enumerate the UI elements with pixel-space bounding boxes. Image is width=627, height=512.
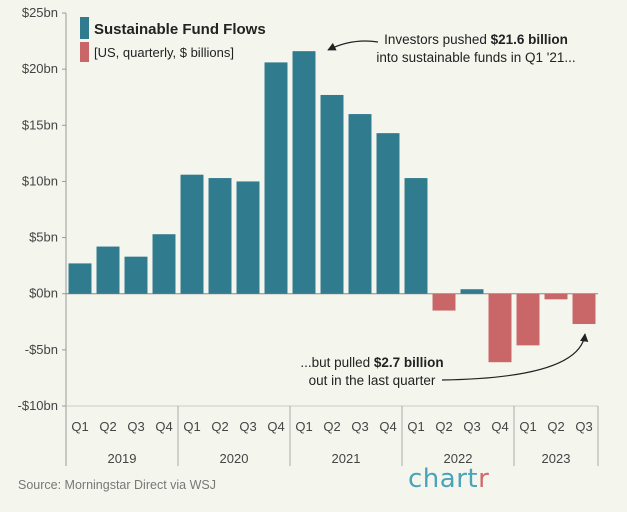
bar-2 xyxy=(124,256,148,294)
bar-8 xyxy=(292,51,316,294)
bar-6 xyxy=(236,181,260,294)
legend-swatch-negative xyxy=(80,42,89,62)
x-tick-label: Q3 xyxy=(575,419,592,434)
x-tick-label: Q1 xyxy=(407,419,424,434)
x-tick-label: Q4 xyxy=(379,419,396,434)
bar-0 xyxy=(68,263,92,294)
bar-18 xyxy=(572,293,596,325)
x-tick-label: Q3 xyxy=(127,419,144,434)
x-tick-label: Q4 xyxy=(155,419,172,434)
y-tick-label: $10bn xyxy=(22,173,58,188)
x-tick-label: Q1 xyxy=(71,419,88,434)
y-tick-label: $25bn xyxy=(22,5,58,20)
bar-12 xyxy=(404,178,428,294)
source-note: Source: Morningstar Direct via WSJ xyxy=(18,478,216,492)
year-label: 2021 xyxy=(332,451,361,466)
year-label: 2019 xyxy=(108,451,137,466)
bar-4 xyxy=(180,174,204,294)
bar-17 xyxy=(544,293,568,300)
y-tick-label: $15bn xyxy=(22,117,58,132)
brand-logo-accent: r xyxy=(478,464,490,494)
annotation-peak-line2: into sustainable funds in Q1 '21... xyxy=(376,50,575,65)
annotations: Investors pushed $21.6 billion into sust… xyxy=(300,32,589,388)
annotation-drop-text: ...but pulled xyxy=(300,355,374,370)
bars-layer xyxy=(68,51,596,363)
x-tick-label: Q4 xyxy=(491,419,508,434)
legend-title: Sustainable Fund Flows xyxy=(94,21,266,38)
x-tick-label: Q4 xyxy=(267,419,284,434)
x-tick-label: Q3 xyxy=(239,419,256,434)
x-tick-label: Q2 xyxy=(211,419,228,434)
annotation-peak-text: Investors pushed xyxy=(384,32,491,47)
bar-9 xyxy=(320,94,344,294)
legend-subtitle: [US, quarterly, $ billions] xyxy=(94,45,234,60)
legend: Sustainable Fund Flows [US, quarterly, $… xyxy=(80,17,266,62)
x-tick-label: Q3 xyxy=(351,419,368,434)
x-tick-label: Q2 xyxy=(547,419,564,434)
x-tick-label: Q3 xyxy=(463,419,480,434)
legend-swatch-positive xyxy=(80,17,89,39)
x-tick-label: Q1 xyxy=(295,419,312,434)
bar-10 xyxy=(348,114,372,294)
annotation-peak-arrow xyxy=(327,40,379,51)
x-tick-label: Q2 xyxy=(323,419,340,434)
year-label: 2020 xyxy=(220,451,249,466)
annotation-drop-arrow xyxy=(441,333,589,381)
x-tick-label: Q1 xyxy=(183,419,200,434)
annotation-drop-line2: out in the last quarter xyxy=(309,373,436,388)
year-label: 2023 xyxy=(542,451,571,466)
bar-7 xyxy=(264,62,288,294)
y-tick-label: -$5bn xyxy=(25,342,58,357)
bar-5 xyxy=(208,178,232,294)
y-tick-label: $5bn xyxy=(29,230,58,245)
bar-1 xyxy=(96,246,120,294)
x-tick-label: Q2 xyxy=(99,419,116,434)
y-tick-label: $0bn xyxy=(29,286,58,301)
annotation-drop-line1: ...but pulled $2.7 billion xyxy=(300,355,443,370)
y-tick-label: -$10bn xyxy=(18,398,58,413)
bar-3 xyxy=(152,234,176,294)
brand-logo: chartr xyxy=(408,464,489,494)
y-tick-label: $20bn xyxy=(22,61,58,76)
annotation-peak-value: $21.6 billion xyxy=(491,32,568,47)
bar-13 xyxy=(432,293,456,311)
bar-16 xyxy=(516,293,540,346)
year-label: 2022 xyxy=(444,451,473,466)
x-tick-label: Q2 xyxy=(435,419,452,434)
brand-logo-main: chart xyxy=(408,464,479,494)
bar-15 xyxy=(488,293,512,363)
bar-14 xyxy=(460,289,484,294)
bar-11 xyxy=(376,133,400,294)
annotation-peak-line1: Investors pushed $21.6 billion xyxy=(384,32,568,47)
x-tick-label: Q1 xyxy=(519,419,536,434)
annotation-drop-value: $2.7 billion xyxy=(374,355,444,370)
